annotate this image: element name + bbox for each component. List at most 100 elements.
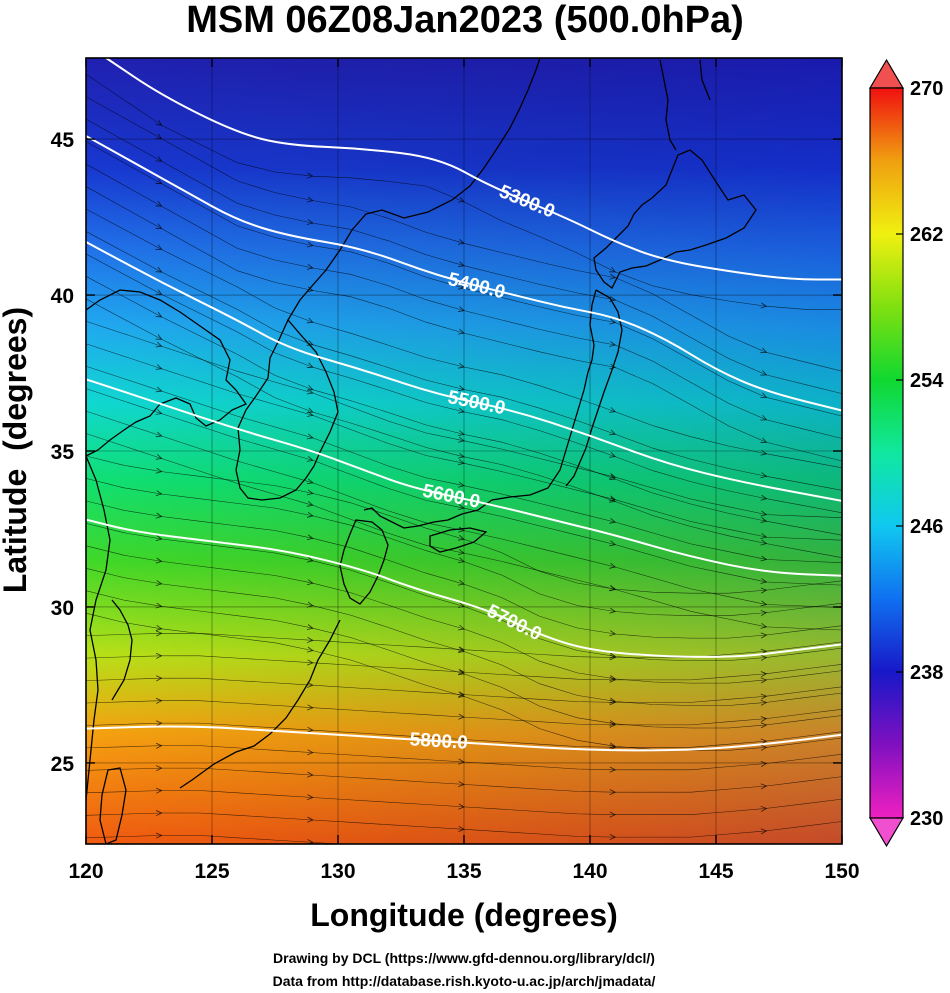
streamline-arrow <box>458 602 465 608</box>
streamline-arrow <box>609 652 617 659</box>
streamline-arrow <box>155 624 163 631</box>
colorbar-tick-label-4: 262 <box>910 224 943 246</box>
streamline-arrow <box>760 449 768 456</box>
streamline-arrow <box>155 697 163 704</box>
streamline-arrow <box>760 555 768 562</box>
streamline-arrow <box>155 431 163 438</box>
streamline-arrow <box>458 736 465 743</box>
streamline-arrow <box>609 363 617 370</box>
streamline-arrow <box>155 602 163 609</box>
colorbar-bottom-arrow <box>868 817 905 848</box>
streamline-arrow <box>306 385 314 391</box>
coastline-honshu <box>363 289 623 529</box>
streamline-arrow <box>760 761 768 767</box>
streamline-arrow <box>458 557 465 563</box>
coastline-mainland <box>86 58 541 457</box>
streamline-arrow <box>306 317 314 324</box>
streamline-arrow <box>458 261 465 268</box>
streamline-arrow <box>760 392 768 398</box>
streamline-arrow <box>307 794 314 801</box>
streamline-arrow <box>306 219 314 225</box>
streamline-arrow <box>760 415 768 421</box>
streamline-arrow <box>155 535 163 542</box>
streamline-arrow <box>155 334 163 340</box>
streamline-arrow <box>458 385 465 392</box>
streamline-arrow <box>760 587 768 594</box>
streamline-arrow <box>610 857 616 862</box>
streamline-arrow <box>306 511 314 518</box>
streamline-arrow <box>155 178 163 185</box>
streamline-arrow <box>458 306 465 313</box>
streamline-arrow <box>609 630 617 637</box>
streamline-arrow <box>307 704 314 711</box>
streamline-arrow <box>458 362 465 369</box>
x-tick-label-0: 120 <box>68 860 103 883</box>
streamline-arrow <box>609 341 617 347</box>
streamline-arrow <box>306 501 314 507</box>
streamline-arrow <box>458 459 465 466</box>
streamline-arrow <box>458 328 465 335</box>
x-tick-label-1: 125 <box>194 860 229 883</box>
credit-data: Data from http://database.rish.kyoto-u.a… <box>273 973 656 989</box>
streamline-arrow <box>306 556 314 563</box>
streamline-arrow <box>306 172 314 179</box>
coastline-kyushu <box>339 519 389 605</box>
streamline-arrow <box>760 738 768 745</box>
streamline-arrow <box>155 832 163 839</box>
streamline-arrow <box>306 646 314 653</box>
streamline-arrow <box>458 668 465 675</box>
streamline-arrow <box>760 472 768 479</box>
streamline-arrow <box>307 749 314 756</box>
streamline-arrow <box>609 607 617 614</box>
streamline-arrow <box>458 781 465 788</box>
streamline-arrow <box>609 452 617 458</box>
streamline-arrow <box>760 347 768 354</box>
streamline-arrow <box>306 489 314 496</box>
coastlines <box>86 58 757 844</box>
streamline-arrow <box>155 810 163 817</box>
streamline-arrow <box>458 803 465 810</box>
y-tick-label-1: 30 <box>51 597 74 620</box>
streamline-arrow <box>155 409 163 415</box>
streamline-arrow <box>155 675 163 682</box>
colorbar-top-arrow <box>868 58 905 89</box>
y-tick-label-4: 45 <box>51 129 75 152</box>
streamline-arrow <box>457 196 465 203</box>
colorbar-tick-label-3: 254 <box>910 370 944 392</box>
streamline-arrow <box>609 811 617 818</box>
streamline-arrow <box>306 196 314 203</box>
x-axis-label: Longitude (degrees) <box>310 897 618 933</box>
streamline-arrow <box>458 624 465 631</box>
streamline-arrow <box>307 659 314 666</box>
streamline-arrow <box>760 677 768 684</box>
streamline-arrow <box>609 495 617 502</box>
streamline-arrow <box>155 311 163 318</box>
colorbar-tick-label-1: 238 <box>910 662 943 684</box>
x-tick-label-6: 150 <box>824 860 859 883</box>
streamline-arrow <box>609 834 617 840</box>
streamline-arrow <box>306 433 314 440</box>
gridlines <box>86 58 842 844</box>
streamline-arrow <box>760 622 768 629</box>
streamline-arrow <box>155 742 163 749</box>
streamline-arrow <box>458 452 465 459</box>
streamline-arrow <box>306 534 314 541</box>
contour-line-3 <box>86 378 842 577</box>
streamline-arrow <box>306 241 314 248</box>
axis-ticks: 120 125 130 135 140 145 150 25 30 35 40 45 <box>51 58 860 883</box>
streamline-arrow <box>306 478 314 485</box>
streamline-arrow <box>609 742 617 749</box>
streamline-arrow <box>155 156 163 162</box>
streamline-arrow <box>155 133 163 140</box>
streamline-arrow <box>760 671 768 678</box>
streamline-arrow <box>609 407 617 413</box>
streamline-arrow <box>155 557 163 564</box>
streamline-arrow <box>458 430 465 436</box>
streamline-arrow <box>609 474 617 481</box>
streamline-arrow <box>307 726 314 733</box>
coastline-hokkaido <box>593 149 757 289</box>
x-tick-label-4: 140 <box>572 860 607 883</box>
streamline-arrow <box>155 580 163 586</box>
streamline-arrow <box>307 681 314 688</box>
streamline-arrow <box>760 699 768 706</box>
